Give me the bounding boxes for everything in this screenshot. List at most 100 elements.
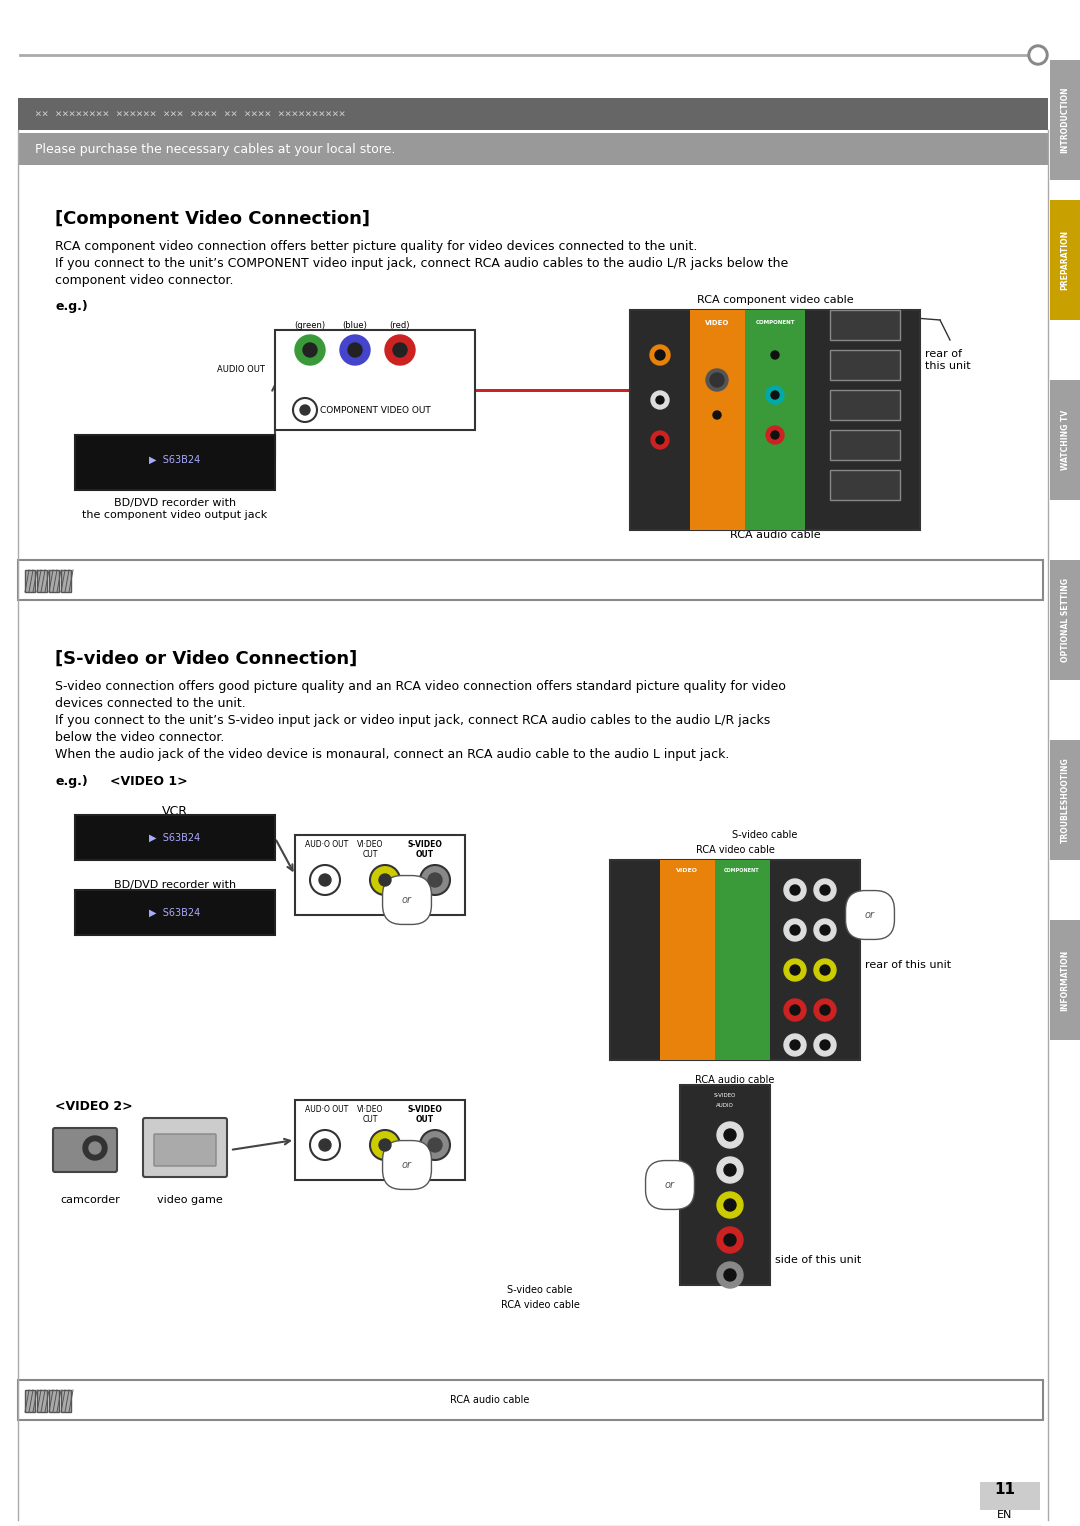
Circle shape [784,919,806,942]
Circle shape [384,336,415,365]
Circle shape [766,426,784,444]
Text: EN: EN [997,1511,1013,1520]
Text: RCA component video cable: RCA component video cable [697,295,853,305]
Circle shape [310,1129,340,1160]
Text: ▶  S63B24: ▶ S63B24 [149,908,201,919]
Text: e.g.): e.g.) [55,301,87,313]
Text: video game: video game [157,1195,222,1206]
Circle shape [319,1138,330,1151]
FancyBboxPatch shape [18,1380,1043,1421]
Text: If you connect to the unit’s COMPONENT video input jack, connect RCA audio cable: If you connect to the unit’s COMPONENT v… [55,256,788,270]
Text: OPTIONAL SETTING: OPTIONAL SETTING [1061,578,1069,662]
FancyBboxPatch shape [831,349,900,380]
Circle shape [814,1035,836,1056]
Circle shape [656,397,664,404]
Circle shape [724,1235,735,1247]
FancyBboxPatch shape [18,560,1043,600]
Circle shape [654,349,665,360]
FancyBboxPatch shape [75,890,275,935]
FancyBboxPatch shape [75,435,275,490]
FancyBboxPatch shape [154,1134,216,1166]
Circle shape [717,1262,743,1288]
Circle shape [420,1129,450,1160]
Text: RCA component video connection offers better picture quality for video devices c: RCA component video connection offers be… [55,240,698,253]
Circle shape [724,1129,735,1141]
Text: VI·DEO
CUT: VI·DEO CUT [356,1105,383,1125]
Text: RCA video cable: RCA video cable [696,845,774,855]
Circle shape [293,398,318,423]
FancyBboxPatch shape [37,571,48,592]
FancyBboxPatch shape [49,1390,59,1412]
Circle shape [83,1135,107,1160]
Circle shape [784,1000,806,1021]
Circle shape [724,1164,735,1177]
Circle shape [300,404,310,415]
FancyBboxPatch shape [49,571,59,592]
FancyBboxPatch shape [60,1390,71,1412]
Text: camcorder: camcorder [60,1195,120,1206]
Circle shape [89,1141,102,1154]
FancyBboxPatch shape [60,571,71,592]
FancyBboxPatch shape [295,1100,465,1180]
FancyBboxPatch shape [1050,200,1080,320]
Circle shape [789,1041,800,1050]
Circle shape [789,964,800,975]
Text: Please purchase the necessary cables at your local store.: Please purchase the necessary cables at … [35,142,395,156]
FancyBboxPatch shape [831,470,900,501]
Circle shape [820,885,831,896]
Text: PREPARATION: PREPARATION [1061,230,1069,290]
FancyBboxPatch shape [690,310,745,530]
Circle shape [717,1227,743,1253]
FancyBboxPatch shape [660,861,715,1061]
FancyBboxPatch shape [980,1482,1040,1511]
Text: ▶  S63B24: ▶ S63B24 [149,455,201,465]
Text: TROUBLESHOOTING: TROUBLESHOOTING [1061,757,1069,842]
Text: or: or [402,896,411,905]
Text: VIDEO: VIDEO [705,320,729,327]
Circle shape [706,369,728,391]
FancyBboxPatch shape [75,815,275,861]
Text: or: or [665,1180,675,1190]
Text: e.g.): e.g.) [55,775,87,787]
FancyBboxPatch shape [53,1128,117,1172]
Text: or: or [865,909,875,920]
Text: COMPONENT: COMPONENT [755,320,795,325]
FancyBboxPatch shape [745,310,805,530]
Circle shape [814,1000,836,1021]
Text: S-VIDEO
OUT: S-VIDEO OUT [407,839,443,859]
Text: AUD·O OUT: AUD·O OUT [305,1105,348,1114]
Circle shape [310,865,340,896]
Circle shape [319,874,330,887]
Text: 11: 11 [995,1482,1015,1497]
Text: When the audio jack of the video device is monaural, connect an RCA audio cable : When the audio jack of the video device … [55,748,729,761]
FancyBboxPatch shape [275,330,475,430]
Circle shape [820,925,831,935]
Circle shape [393,343,407,357]
Circle shape [784,879,806,900]
Circle shape [420,865,450,896]
Circle shape [771,351,779,359]
Circle shape [340,336,370,365]
FancyBboxPatch shape [680,1085,770,1285]
Circle shape [814,919,836,942]
Text: ×× ×××××××× ×××××× ××× ×××× ×× ×××× ××××××××××: ×× ×××××××× ×××××× ××× ×××× ×× ×××× ××××… [35,108,346,119]
Text: S-video cable: S-video cable [732,830,798,839]
Circle shape [295,336,325,365]
Circle shape [713,410,721,420]
FancyBboxPatch shape [1050,60,1080,180]
Text: RCA audio cable: RCA audio cable [450,1395,529,1405]
Text: RCA audio cable: RCA audio cable [696,1074,774,1085]
Circle shape [379,1138,391,1151]
Text: AUD·O OUT: AUD·O OUT [305,839,348,848]
FancyBboxPatch shape [25,571,35,592]
Circle shape [708,406,726,424]
Text: VIDEO: VIDEO [676,868,698,873]
Circle shape [820,1041,831,1050]
Circle shape [348,343,362,357]
Circle shape [814,879,836,900]
Circle shape [717,1192,743,1218]
FancyBboxPatch shape [1050,740,1080,861]
Text: ▶  S63B24: ▶ S63B24 [149,833,201,842]
Text: below the video connector.: below the video connector. [55,731,225,745]
Circle shape [717,1157,743,1183]
